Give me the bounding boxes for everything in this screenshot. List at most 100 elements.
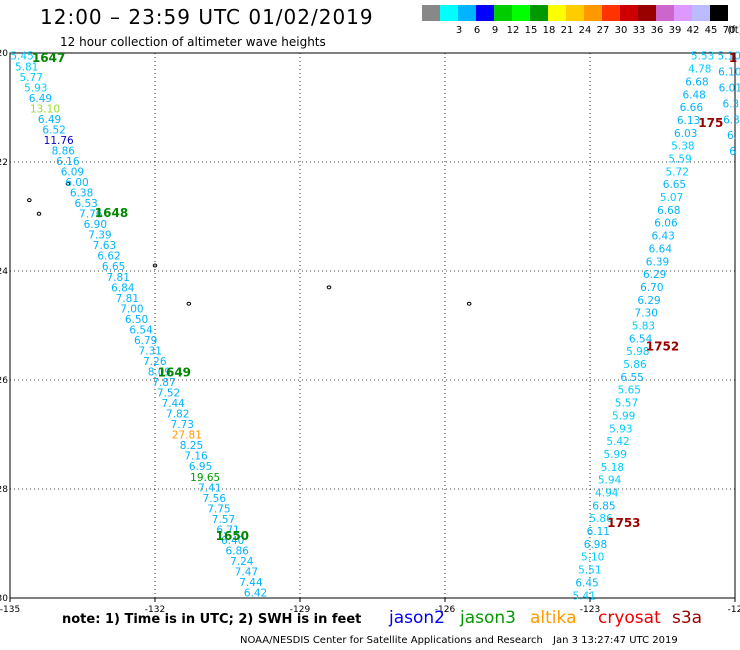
pass-time-label: 1649 (158, 365, 191, 379)
legend-s3a: s3a (672, 608, 703, 628)
legend-cryosat: cryosat (598, 608, 661, 628)
wave-height-value: 5.38 (671, 141, 694, 153)
island-outline (36, 211, 42, 216)
color-scale-swatch (422, 5, 440, 21)
wave-height-value: 7.44 (239, 577, 263, 589)
pass-time-label: 1648 (95, 206, 128, 220)
color-scale-label: 27 (596, 25, 610, 36)
wave-height-value: 6.09 (61, 167, 84, 179)
wave-height-value: 6.49 (38, 114, 61, 126)
color-scale-label: 45 (704, 25, 718, 36)
wave-height-value: 7.41 (198, 482, 221, 494)
wave-height-value: 8.25 (180, 440, 203, 452)
pass-time-label: 1752 (646, 340, 679, 354)
wave-height-value: 6.84 (111, 282, 135, 294)
wave-height-value: 7.87 (152, 377, 175, 389)
island-outline (466, 301, 472, 306)
wave-height-value: 7.31 (139, 345, 162, 357)
wave-height-value: 11.76 (44, 135, 74, 147)
wave-height-value: 5.81 (15, 61, 38, 73)
wave-height-value: 6.65 (102, 261, 125, 273)
lon-tick-label: -132 (145, 605, 165, 615)
wave-height-value: 5.94 (598, 475, 622, 487)
map-frame (9, 52, 736, 599)
color-scale-label: 6 (473, 25, 481, 36)
color-scale-label: 36 (650, 25, 664, 36)
wave-height-value: 5.98 (626, 346, 649, 358)
wave-height-value: 7.73 (171, 419, 194, 431)
wave-height-value: 6.55 (620, 372, 643, 384)
wave-height-value: 6.54 (629, 333, 653, 345)
color-scale-label: 24 (578, 25, 592, 36)
color-scale-label: 15 (524, 25, 538, 36)
wave-height-value: 7.44 (161, 398, 185, 410)
lat-tick-label: -24 (0, 267, 8, 277)
wave-height-value: 4.78 (688, 64, 711, 76)
color-scale-label: 30 (614, 25, 628, 36)
wave-height-value: 7.63 (93, 240, 116, 252)
wave-height-value: 5.07 (660, 192, 683, 204)
wave-height-value: 5.45 (10, 51, 33, 63)
wave-height-value: 6.71 (216, 524, 239, 536)
wave-height-value: 5.41 (573, 590, 596, 602)
legend-altika: altika (530, 608, 577, 628)
color-scale-swatch (530, 5, 548, 21)
lon-tick-label: -129 (290, 605, 311, 615)
color-scale-label: 33 (632, 25, 646, 36)
color-scale-swatch (494, 5, 512, 21)
wave-height-value: 5.42 (606, 436, 629, 448)
island-outline (326, 285, 332, 290)
wave-height-value: 6.66 (680, 102, 704, 114)
color-scale-label: 21 (560, 25, 574, 36)
color-scale-label: 70 (722, 25, 736, 36)
color-scale-label: 39 (668, 25, 682, 36)
wave-height-value: 6.3 (723, 98, 740, 110)
wave-height-value: 6.86 (226, 545, 250, 557)
wave-height-value: 6.45 (575, 577, 598, 589)
wave-height-value: 6.68 (685, 76, 708, 88)
wave-height-value: 6.50 (125, 314, 148, 326)
wave-height-value: 7.75 (207, 503, 230, 515)
wave-height-value: 5.93 (609, 423, 632, 435)
color-scale-label: 42 (686, 25, 700, 36)
wave-height-value: 5.10 (581, 552, 604, 564)
wave-height-value: 6.39 (646, 256, 669, 268)
island-outline (65, 181, 71, 186)
wave-height-value: 6.42 (244, 588, 267, 600)
wave-height-value: 6.03 (674, 128, 697, 140)
wave-height-value: 7.24 (230, 556, 254, 568)
color-scale-label: 12 (506, 25, 520, 36)
wave-height-value: 6.79 (134, 335, 157, 347)
wave-height-value: 8.09 (148, 367, 171, 379)
wave-height-value: 5.65 (618, 385, 641, 397)
color-scale-swatch (710, 5, 728, 21)
wave-height-value: 6.48 (682, 89, 705, 101)
wave-height-value: 7.26 (143, 356, 167, 368)
wave-height-value: 5.72 (666, 166, 689, 178)
wave-height-value: 7.81 (116, 293, 139, 305)
pass-time-label: 1753 (607, 516, 640, 530)
wave-height-value: 4.94 (595, 488, 619, 500)
wave-height-value: 6.54 (129, 324, 153, 336)
color-scale-label: 18 (542, 25, 556, 36)
wave-height-value: 5.86 (623, 359, 647, 371)
color-scale-swatch (674, 5, 692, 21)
wave-height-value: 6.90 (84, 219, 107, 231)
wave-height-value: 6.98 (584, 539, 607, 551)
wave-height-value: 6.3 (723, 114, 740, 126)
wave-height-value: 5.18 (601, 462, 624, 474)
color-scale-swatch (692, 5, 710, 21)
color-scale-swatch (566, 5, 584, 21)
lat-tick-label: -26 (0, 376, 8, 386)
lon-tick-label: -135 (0, 605, 20, 615)
wave-height-value: 6.64 (649, 243, 673, 255)
pass-time-label: 1647 (32, 51, 65, 65)
color-scale-swatch (458, 5, 476, 21)
wave-height-value: 7.81 (107, 272, 130, 284)
wave-height-value: 6.13 (677, 115, 700, 127)
lon-tick-label: -12 (728, 605, 740, 615)
legend-jason2: jason2 (389, 608, 445, 628)
wave-height-value: 6.43 (651, 231, 674, 243)
timestamp: Jan 3 13:27:47 UTC 2019 (553, 635, 678, 646)
